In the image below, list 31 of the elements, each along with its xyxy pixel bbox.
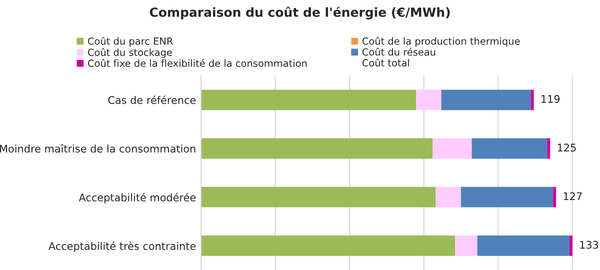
bar bbox=[201, 235, 456, 256]
annotation: 119 bbox=[542, 95, 560, 103]
bar bbox=[569, 235, 572, 256]
bar bbox=[455, 235, 478, 256]
y-tick-label: Moindre maîtrise de la consommation bbox=[0, 144, 196, 153]
annotation: 133 bbox=[580, 240, 598, 249]
bar bbox=[201, 90, 416, 110]
legend-label: Coût de la production thermique bbox=[362, 36, 520, 47]
annotation: 127 bbox=[564, 192, 582, 200]
bar bbox=[530, 90, 534, 110]
bar bbox=[432, 138, 472, 159]
chart-title: Comparaison du coût de l'énergie (€/MWh) bbox=[150, 6, 450, 20]
bar bbox=[547, 138, 550, 159]
text: Coût total bbox=[362, 58, 409, 67]
bar bbox=[201, 138, 433, 159]
legend-label: Coût du réseau bbox=[362, 48, 436, 56]
annotation: 125 bbox=[558, 144, 576, 152]
legend-label: Coût du parc ENR bbox=[88, 36, 173, 47]
bar bbox=[201, 186, 436, 208]
legend-label: Coût fixe de la flexibilité de la consommation bbox=[88, 58, 307, 67]
y-tick-label: Acceptabilité très contrainte bbox=[48, 242, 196, 252]
bar bbox=[416, 90, 442, 110]
y-tick-label: Acceptabilité modérée bbox=[78, 192, 196, 204]
y-tick-label: Cas de référence bbox=[108, 96, 196, 104]
bar bbox=[477, 235, 570, 256]
bar bbox=[472, 138, 548, 159]
bar bbox=[441, 90, 531, 110]
bar bbox=[436, 186, 461, 208]
bar bbox=[553, 186, 556, 208]
legend-label: Coût du stockage bbox=[88, 48, 172, 58]
bar bbox=[461, 186, 554, 208]
